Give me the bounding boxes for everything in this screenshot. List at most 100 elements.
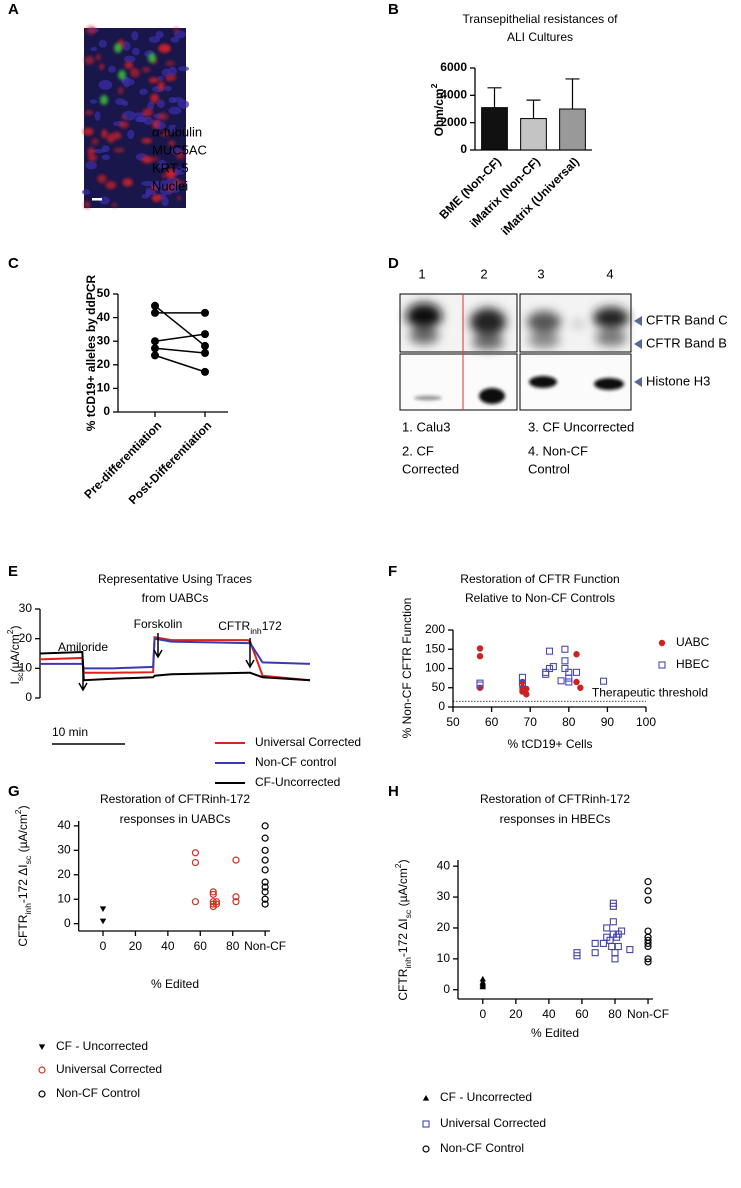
y-tick-label: 0	[443, 982, 450, 996]
error-bar	[526, 99, 541, 119]
lane-number: 4	[606, 266, 613, 281]
annotation-part: inh	[250, 626, 262, 636]
annotation-part: 172	[262, 619, 282, 633]
y-tick-label: 150	[425, 641, 445, 655]
point	[151, 301, 159, 310]
point	[479, 983, 486, 990]
chart-title: responses in UABCs	[120, 812, 231, 826]
legend-marker	[38, 1090, 46, 1098]
x-tick-label: 80	[226, 939, 240, 953]
point	[573, 678, 580, 686]
y-tick-label: 30	[57, 843, 71, 857]
cell	[84, 110, 94, 116]
cell	[92, 148, 106, 154]
western-blot: 1 2 3 4 CFTR Band C CFTR Band	[399, 266, 728, 476]
cell	[99, 63, 105, 70]
cell	[174, 167, 186, 175]
legend-marker	[38, 1066, 46, 1074]
cell	[105, 181, 117, 190]
cell	[122, 41, 131, 51]
y-axis-label-part: 2	[13, 809, 23, 814]
point	[561, 645, 569, 653]
x-tick-label: 0	[100, 939, 107, 953]
cell	[112, 202, 117, 208]
cell	[141, 155, 153, 164]
point	[572, 668, 581, 676]
lane-key: Corrected	[402, 461, 459, 476]
panel-label: H	[388, 783, 399, 800]
cell	[114, 43, 122, 53]
point	[232, 856, 240, 864]
point	[542, 670, 550, 678]
cell	[148, 36, 161, 43]
point	[201, 349, 209, 357]
y-tick-label: 30	[437, 889, 451, 903]
cell	[157, 75, 164, 82]
chart-title: responses in HBECs	[500, 812, 611, 826]
panel-label: F	[388, 563, 397, 580]
point	[261, 866, 269, 874]
cell	[113, 147, 125, 153]
x-tick-label: 60	[194, 939, 208, 953]
point	[591, 949, 599, 957]
point	[201, 308, 209, 317]
arrow	[78, 660, 88, 692]
cell	[141, 194, 150, 199]
point	[261, 856, 269, 864]
lane-key: 2. CF	[402, 443, 434, 458]
x-tick-label: Post-Differentiation	[126, 418, 215, 507]
cell	[108, 65, 116, 73]
point	[212, 900, 221, 908]
y-axis-label-part: )	[8, 625, 22, 629]
band-label: CFTR Band C	[646, 312, 728, 327]
point	[573, 949, 581, 957]
x-tick-label: 60	[485, 715, 499, 729]
panel-label: B	[388, 1, 399, 18]
point	[479, 975, 486, 982]
point	[545, 647, 554, 655]
cell	[101, 154, 111, 160]
point	[518, 679, 527, 687]
point	[603, 924, 611, 932]
cell	[121, 114, 127, 120]
cell	[81, 189, 91, 195]
point	[201, 367, 209, 376]
point	[644, 942, 652, 951]
legend-label: CF - Uncorrected	[56, 1039, 148, 1053]
point	[201, 341, 209, 350]
y-tick-label: 40	[57, 818, 71, 832]
legend-label: Non-CF Control	[56, 1086, 140, 1100]
point	[573, 651, 580, 658]
cell	[100, 95, 108, 105]
point	[561, 657, 569, 665]
y-tick-label: 0	[438, 699, 445, 713]
cell	[83, 127, 94, 136]
point	[151, 337, 159, 346]
y-tick-label: 40	[97, 310, 111, 324]
y-axis-label: CFTRinh-172 ΔIsc (µA/cm2)	[13, 805, 33, 946]
x-tick-label: 80	[608, 1007, 622, 1021]
x-tick-label: 40	[542, 1007, 556, 1021]
y-tick-label: 10	[19, 661, 33, 675]
chart-title: Representative Using Traces	[98, 572, 252, 586]
y-tick-label: 20	[19, 631, 33, 645]
cell	[101, 145, 110, 153]
cell	[160, 131, 171, 137]
point	[618, 927, 626, 935]
x-axis-label: % Edited	[151, 977, 199, 991]
cell	[157, 112, 169, 121]
lane-key: 4. Non-CF	[528, 443, 588, 458]
point	[191, 849, 200, 857]
x-tick-label: 0	[479, 1007, 486, 1021]
y-axis-label: % Non-CF CFTR Function	[400, 598, 414, 739]
x-tick-label: 80	[562, 715, 576, 729]
cell	[101, 128, 108, 139]
cell	[115, 98, 126, 106]
cell	[161, 173, 167, 179]
lane-key: 1. Calu3	[402, 419, 450, 434]
lane-number: 2	[480, 266, 487, 281]
x-tick-label: 70	[524, 715, 538, 729]
y-axis-label-part: 2	[429, 83, 439, 88]
point	[476, 645, 484, 652]
legend-marker	[422, 1095, 430, 1101]
